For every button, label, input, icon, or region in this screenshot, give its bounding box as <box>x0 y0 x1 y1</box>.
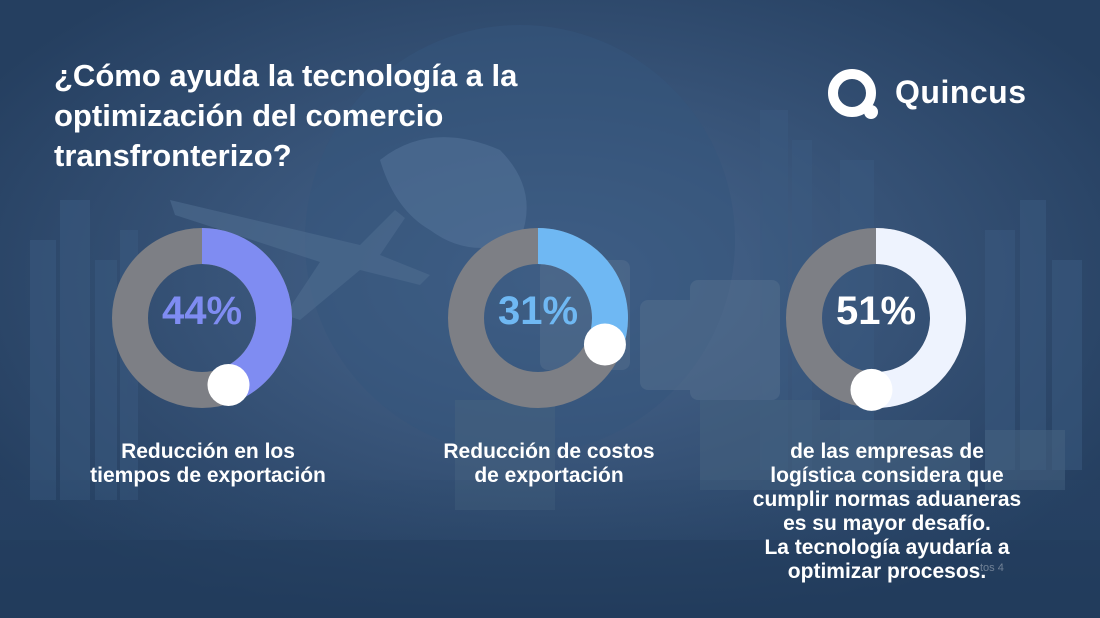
quincus-q-icon <box>828 69 878 119</box>
donut-value-label-3: 51% <box>835 289 917 333</box>
caption-stat-2: Reducción de costos de exportación <box>418 440 680 488</box>
donut-chart-3: 51% <box>786 228 976 418</box>
watermark-fragment: tos 4 <box>980 562 1004 574</box>
caption-line: tiempos de exportación <box>90 464 326 487</box>
caption-line: Reducción en los <box>121 440 295 463</box>
page-title: ¿Cómo ayuda la tecnología a la optimizac… <box>54 58 518 173</box>
brand-logo: Quincus <box>825 66 1045 122</box>
brand-name: Quincus <box>895 74 1027 110</box>
caption-stat-1: Reducción en los tiempos de exportación <box>58 440 358 488</box>
donut-value-arc <box>201 228 292 402</box>
donut-end-knob <box>583 323 626 366</box>
airplane-silhouette <box>170 200 430 320</box>
caption-line: optimizar procesos. <box>787 560 987 583</box>
caption-stat-3: de las empresas de logística considera q… <box>722 440 1052 584</box>
donut-chart-2: 31% <box>448 228 638 418</box>
caption-line: Reducción de costos <box>443 440 655 463</box>
donut-end-knob <box>850 368 893 411</box>
caption-line: La tecnología ayudaría a <box>764 536 1010 559</box>
caption-line: logística considera que <box>770 464 1004 487</box>
donut-value-arc <box>870 228 966 408</box>
caption-line: cumplir normas aduaneras <box>752 488 1022 511</box>
globe-continent <box>380 137 527 248</box>
caption-line: de exportación <box>474 464 624 487</box>
caption-line: de las empresas de <box>790 440 984 463</box>
donut-value-label-2: 31% <box>497 289 579 333</box>
donut-end-knob <box>207 363 250 406</box>
caption-line: es su mayor desafío. <box>783 512 991 535</box>
donut-chart-1: 44% <box>112 228 302 418</box>
trucks-silhouette <box>455 400 1065 510</box>
donut-value-label-1: 44% <box>161 289 243 333</box>
